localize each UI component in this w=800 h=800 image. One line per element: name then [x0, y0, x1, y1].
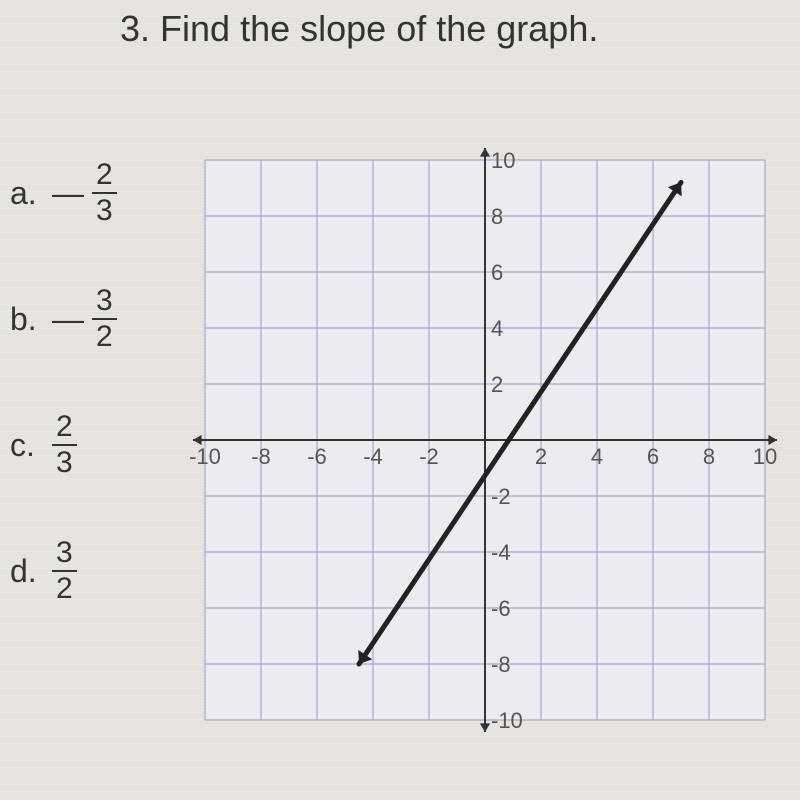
svg-text:-2: -2	[491, 484, 511, 509]
option-letter: d.	[10, 553, 40, 590]
graph: -10 -8 -6 -4 -2 2 4 6 8 10 10 8 6 4 2 -2 -4 -6 -8 -10	[175, 130, 795, 755]
option-b[interactable]: b. — 3 2	[10, 286, 117, 352]
fraction: 2 3	[52, 412, 77, 478]
option-letter: a.	[10, 175, 40, 212]
option-letter: b.	[10, 301, 40, 338]
option-a[interactable]: a. — 2 3	[10, 160, 117, 226]
option-c[interactable]: c. 2 3	[10, 412, 117, 478]
question-text: Find the slope of the graph.	[160, 8, 598, 49]
answer-options: a. — 2 3 b. — 3 2 c. 2 3 d. 3 2	[10, 160, 117, 664]
svg-text:-4: -4	[363, 444, 383, 469]
svg-text:10: 10	[753, 444, 777, 469]
svg-text:-6: -6	[491, 596, 511, 621]
svg-text:6: 6	[491, 260, 503, 285]
svg-text:4: 4	[491, 316, 503, 341]
question-title: 3. Find the slope of the graph.	[120, 8, 598, 50]
svg-text:6: 6	[647, 444, 659, 469]
minus-sign: —	[52, 175, 84, 212]
fraction: 2 3	[92, 160, 117, 226]
svg-text:-8: -8	[491, 652, 511, 677]
svg-text:8: 8	[491, 204, 503, 229]
option-letter: c.	[10, 427, 40, 464]
svg-text:2: 2	[535, 444, 547, 469]
svg-text:10: 10	[491, 148, 515, 173]
svg-text:2: 2	[491, 372, 503, 397]
fraction: 3 2	[92, 286, 117, 352]
svg-text:-8: -8	[251, 444, 271, 469]
graph-svg: -10 -8 -6 -4 -2 2 4 6 8 10 10 8 6 4 2 -2 -4 -6 -8 -10	[175, 130, 795, 750]
svg-text:8: 8	[703, 444, 715, 469]
fraction: 3 2	[52, 538, 77, 604]
question-number: 3.	[120, 8, 150, 49]
svg-text:-4: -4	[491, 540, 511, 565]
svg-text:-2: -2	[419, 444, 439, 469]
svg-text:4: 4	[591, 444, 603, 469]
svg-text:-10: -10	[189, 444, 221, 469]
svg-text:-10: -10	[491, 708, 523, 733]
option-d[interactable]: d. 3 2	[10, 538, 117, 604]
svg-text:-6: -6	[307, 444, 327, 469]
minus-sign: —	[52, 301, 84, 338]
